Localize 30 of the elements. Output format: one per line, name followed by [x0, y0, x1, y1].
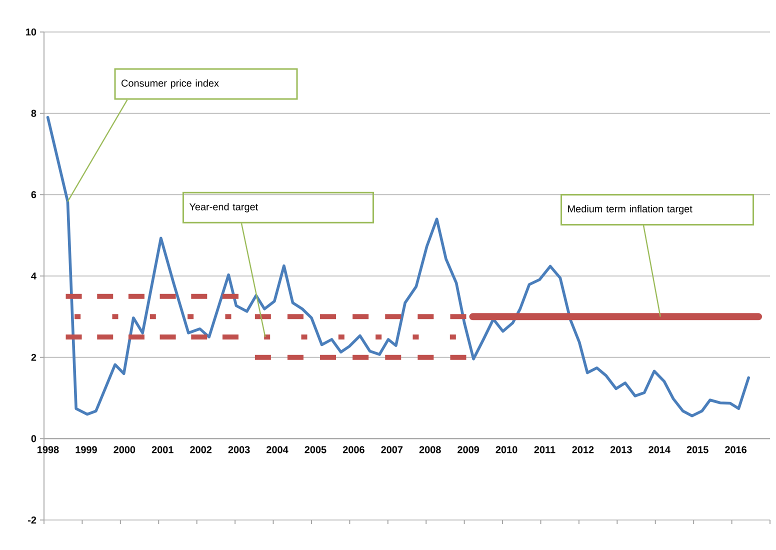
x-tick-label: 2014 [648, 446, 670, 454]
x-tick-label: 2002 [190, 446, 212, 454]
y-tick-label: 6 [31, 191, 36, 198]
annotation: Year-end target [189, 203, 258, 212]
x-tick-label: 2001 [152, 446, 174, 454]
x-tick-label: 2003 [228, 446, 250, 454]
x-tick-label: 2011 [534, 446, 556, 454]
y-tick-label: 8 [31, 110, 36, 117]
x-tick-label: 2009 [458, 446, 480, 454]
x-tick-label: 2013 [610, 446, 632, 454]
x-tick-label: 1999 [76, 446, 97, 454]
y-tick-label: 10 [26, 28, 36, 36]
x-tick-label: 2004 [266, 446, 288, 454]
x-tick-label: 2016 [725, 446, 747, 454]
x-tick-label: 2007 [381, 446, 403, 454]
y-tick-label: 4 [31, 272, 36, 280]
x-tick-label: 2015 [686, 446, 708, 454]
x-tick-label: 2010 [496, 446, 518, 454]
x-tick-label: 2005 [304, 446, 326, 454]
x-tick-label: 2008 [419, 446, 441, 454]
annotation: Consumer price index [122, 79, 219, 89]
x-tick-label: 2012 [572, 446, 594, 454]
line-series [46, 116, 750, 418]
x-tick-label: 1998 [38, 446, 59, 454]
y-tick-label: 0 [31, 435, 36, 442]
x-tick-label: 2000 [114, 446, 136, 454]
annotation: Medium term inflation target [568, 205, 692, 214]
y-tick-label: -2 [28, 516, 36, 524]
x-tick-label: 2006 [342, 446, 364, 454]
y-tick-label: 2 [31, 354, 36, 361]
